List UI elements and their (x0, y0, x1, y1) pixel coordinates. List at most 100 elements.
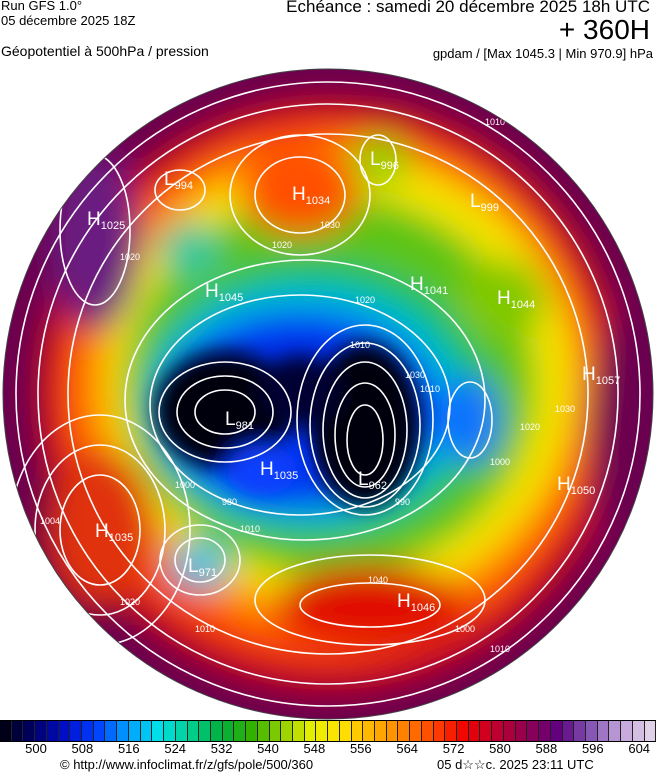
colorbar-cell (70, 721, 83, 741)
colorbar-cell (11, 721, 24, 741)
isobar-label: 990 (395, 497, 410, 507)
low-pressure-label: L962 (358, 469, 387, 492)
high-pressure-label: H1044 (497, 288, 535, 311)
colorbar-tick-label: 500 (25, 741, 47, 756)
colorbar-cell (492, 721, 504, 741)
low-pressure-label: L981 (225, 409, 254, 432)
low-pressure-label: L996 (370, 149, 399, 172)
lead-time: + 360H (558, 14, 650, 45)
colorbar-cell (527, 721, 540, 741)
colorbar-cell (609, 721, 622, 741)
colorbar-cell (585, 721, 598, 741)
model-run-label: Run GFS 1.0° (1, 0, 83, 13)
colorbar-cell (234, 721, 247, 741)
isobar-label: 1000 (175, 480, 195, 490)
high-pressure-label: H1025 (87, 209, 125, 232)
colorbar-cell (140, 721, 153, 741)
colorbar-ticks: 500 508 516 524 532 540 548 556 564 572 580 588 596 6… (0, 741, 656, 757)
colorbar-tick-label: 572 (442, 741, 465, 756)
colorbar-cell (23, 721, 36, 741)
isobar-label: 1040 (368, 575, 388, 585)
pressure-centers: H1025 L994 H1034 L996 L999 H1045 H1041 H1044 H10… (87, 149, 620, 614)
valid-time: Echéance : samedi 20 décembre 2025 18h U… (286, 0, 650, 16)
high-pressure-label: H1034 (292, 184, 330, 207)
colorbar-cell (246, 721, 258, 741)
colorbar-tick-label: 604 (628, 741, 651, 756)
colorbar-cell (644, 721, 656, 741)
colorbar-cell (210, 721, 223, 741)
colorbar-cell (281, 721, 293, 741)
colorbar-cell (562, 721, 575, 741)
map-border (2, 68, 654, 720)
isobar-label: 1010 (240, 524, 260, 534)
colorbar-cell (82, 721, 94, 741)
colorbar-tick-label: 516 (117, 741, 140, 756)
high-pressure-label: H1046 (397, 591, 435, 614)
colorbar-cell (445, 721, 458, 741)
high-pressure-label: H1045 (205, 281, 243, 304)
colorbar-cell (35, 721, 47, 741)
colorbar-cell (632, 721, 645, 741)
colorbar-cell (621, 721, 633, 741)
colorbar-cell (292, 721, 305, 741)
colorbar-cell (93, 721, 106, 741)
colorbar-cell (386, 721, 399, 741)
colorbar-cell (597, 721, 610, 741)
colorbar-cell (433, 721, 446, 741)
colorbar-cell (550, 721, 563, 741)
colorbar-tick-label: 564 (396, 741, 419, 756)
isobar-label: 1010 (195, 624, 215, 634)
colorbar-tick-label: 540 (257, 741, 279, 756)
colorbar-cell (304, 721, 317, 741)
colorbar-cell (410, 721, 422, 741)
low-pressure-label: L971 (188, 556, 217, 579)
isobar-label: 1010 (350, 340, 370, 350)
geopotential-map: H1025 L994 H1034 L996 L999 H1045 H1041 H1044 H10… (2, 68, 654, 720)
colorbar-tick-label: 508 (71, 741, 94, 756)
units-range: gpdam / [Max 1045.3 | Min 970.9] hPa (432, 46, 653, 61)
low-pressure-label: L999 (470, 191, 499, 214)
isobar-labels: 1010 1020 1030 1020 1010 1020 1030 1010 1000 990 9… (40, 117, 575, 654)
colorbar-cell (480, 721, 493, 741)
high-pressure-label: H1035 (260, 459, 298, 482)
colorbar-cell (269, 721, 282, 741)
isobar-label: 1030 (320, 220, 340, 230)
colorbar (0, 720, 656, 742)
colorbar-tick-label: 548 (303, 741, 326, 756)
colorbar-cell (339, 721, 352, 741)
isobar-label: 1020 (355, 295, 375, 305)
colorbar-cell (515, 721, 528, 741)
colorbar-cell (164, 721, 176, 741)
colorbar-cell (152, 721, 165, 741)
colorbar-cell (316, 721, 329, 741)
colorbar-tick-label: 580 (489, 741, 511, 756)
isobar-label: 980 (222, 497, 237, 507)
isobar-label: 1020 (120, 597, 140, 607)
colorbar-cell (0, 721, 12, 741)
isobar-label: 1020 (120, 252, 140, 262)
isobar-label: 1020 (272, 240, 292, 250)
generated-timestamp: 05 d☆☆c. 2025 23:11 UTC (437, 757, 594, 772)
isobar-label: 1004 (40, 516, 60, 526)
colorbar-cell (539, 721, 551, 741)
high-pressure-label: H1041 (410, 274, 448, 297)
colorbar-cell (457, 721, 469, 741)
colorbar-tick-label: 588 (535, 741, 558, 756)
source-url[interactable]: © http://www.infoclimat.fr/z/gfs/pole/50… (60, 757, 314, 772)
isobar-label: 1010 (490, 644, 510, 654)
colorbar-cell (58, 721, 71, 741)
colorbar-cell (187, 721, 200, 741)
isobar-label: 1030 (555, 404, 575, 414)
colorbar-cell (128, 721, 141, 741)
height-field: H1025 L994 H1034 L996 L999 H1045 H1041 H1044 H10… (3, 69, 653, 719)
isobar-label: 1000 (455, 624, 475, 634)
colorbar-cell (351, 721, 364, 741)
colorbar-tick-label: 524 (164, 741, 187, 756)
colorbar-cell (375, 721, 387, 741)
low-pressure-label: L994 (164, 169, 193, 192)
isobar-label: 1000 (490, 457, 510, 467)
colorbar-cell (222, 721, 235, 741)
run-date: 05 décembre 2025 18Z (1, 13, 136, 28)
isobar-label: 1020 (520, 422, 540, 432)
colorbar-cell (328, 721, 340, 741)
